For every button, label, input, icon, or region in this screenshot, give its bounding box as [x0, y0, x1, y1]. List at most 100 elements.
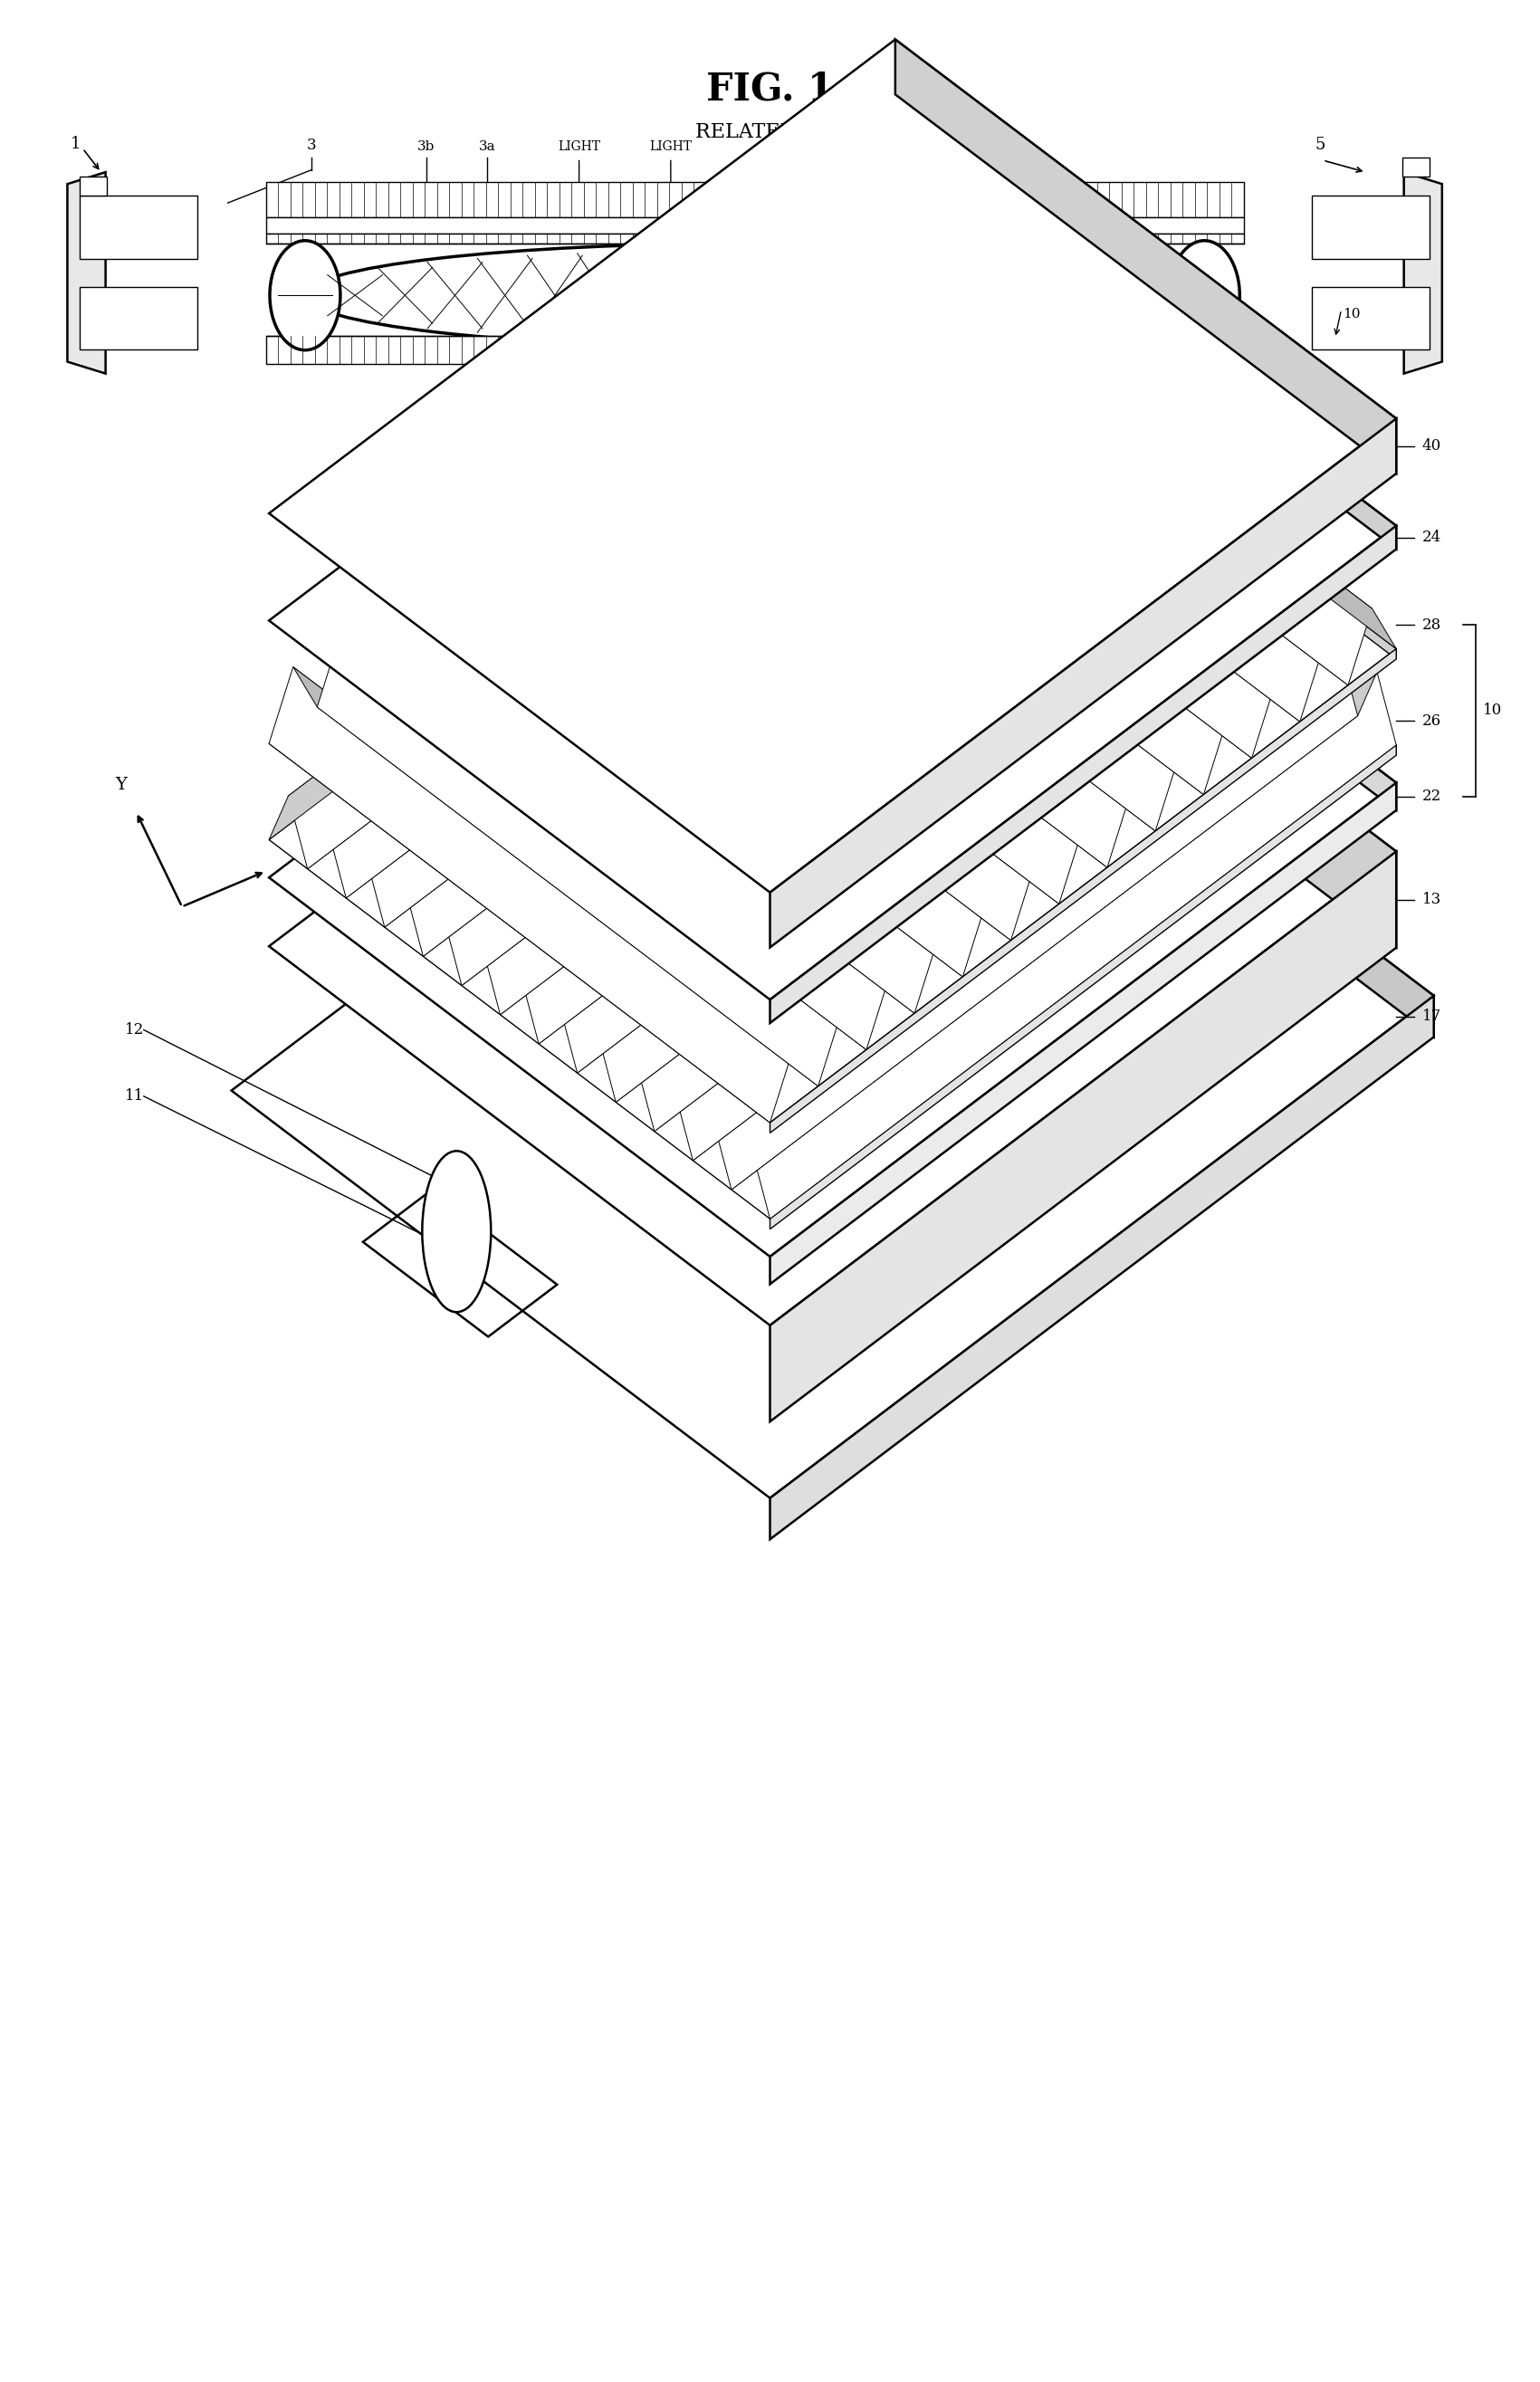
Polygon shape: [288, 322, 933, 869]
Polygon shape: [895, 367, 1397, 755]
Polygon shape: [462, 467, 1107, 986]
Polygon shape: [231, 588, 1434, 1498]
Text: 28: 28: [1423, 617, 1441, 631]
Polygon shape: [770, 746, 1397, 1229]
Polygon shape: [895, 403, 1397, 810]
Polygon shape: [895, 40, 1397, 474]
Polygon shape: [654, 376, 1180, 831]
Text: 3b: 3b: [417, 141, 436, 152]
Text: 11: 11: [125, 1089, 143, 1103]
Polygon shape: [269, 269, 1397, 1122]
Text: 10: 10: [1343, 307, 1360, 322]
Polygon shape: [895, 588, 1434, 1036]
Polygon shape: [269, 148, 1397, 1000]
Polygon shape: [750, 672, 1397, 1220]
Polygon shape: [634, 584, 1281, 1131]
Polygon shape: [442, 438, 1087, 986]
Polygon shape: [269, 472, 1397, 1324]
Polygon shape: [607, 412, 1132, 867]
Polygon shape: [269, 403, 1397, 1258]
Polygon shape: [711, 643, 1358, 1189]
Polygon shape: [557, 526, 1204, 1072]
Polygon shape: [317, 631, 842, 1086]
Bar: [266, 181, 1243, 217]
Polygon shape: [822, 267, 1348, 686]
Text: 11: 11: [821, 395, 841, 410]
Text: 12: 12: [125, 1022, 143, 1039]
Polygon shape: [616, 584, 1261, 1103]
Polygon shape: [437, 557, 962, 977]
Polygon shape: [770, 850, 1397, 1422]
Polygon shape: [673, 615, 1320, 1160]
Polygon shape: [403, 410, 1049, 958]
Polygon shape: [654, 615, 1300, 1131]
Bar: [1312, 288, 1429, 350]
Text: 1: 1: [1075, 569, 1086, 584]
Text: 20: 20: [776, 141, 795, 152]
Bar: [266, 233, 1243, 243]
Polygon shape: [731, 672, 1377, 1189]
Polygon shape: [485, 522, 1010, 941]
Polygon shape: [390, 593, 915, 1012]
Text: Y: Y: [115, 777, 126, 793]
Text: 17: 17: [554, 395, 573, 410]
Polygon shape: [539, 526, 1184, 1043]
Polygon shape: [308, 350, 953, 869]
Polygon shape: [68, 172, 106, 374]
Polygon shape: [462, 522, 987, 977]
Polygon shape: [750, 303, 1275, 757]
Text: 22: 22: [1423, 788, 1441, 805]
Polygon shape: [424, 438, 1069, 958]
Polygon shape: [775, 303, 1300, 722]
Polygon shape: [770, 784, 1397, 1284]
Bar: [80, 176, 108, 195]
Text: 24: 24: [1423, 529, 1441, 545]
Text: FIG. 2: FIG. 2: [707, 462, 833, 500]
Polygon shape: [269, 322, 915, 841]
Polygon shape: [346, 381, 992, 898]
Ellipse shape: [422, 1151, 491, 1312]
Ellipse shape: [305, 243, 1204, 348]
Polygon shape: [770, 526, 1397, 1022]
Polygon shape: [895, 148, 1397, 550]
Text: 3a: 3a: [479, 141, 496, 152]
Polygon shape: [727, 338, 1252, 757]
Polygon shape: [847, 229, 1372, 686]
Text: LIGHT: LIGHT: [650, 141, 691, 152]
Polygon shape: [702, 338, 1227, 796]
Polygon shape: [342, 631, 867, 1050]
Polygon shape: [895, 472, 1397, 948]
Polygon shape: [519, 498, 1166, 1043]
Bar: [1403, 157, 1429, 176]
Polygon shape: [872, 229, 1397, 648]
Text: 1: 1: [71, 136, 82, 152]
Polygon shape: [365, 381, 1010, 927]
Polygon shape: [326, 350, 972, 898]
Text: 10: 10: [1483, 703, 1503, 719]
Polygon shape: [269, 667, 795, 1122]
Polygon shape: [534, 484, 1060, 903]
Text: 13: 13: [1423, 891, 1441, 908]
Polygon shape: [799, 267, 1324, 722]
Text: RELATED ART: RELATED ART: [695, 512, 845, 534]
Polygon shape: [770, 996, 1434, 1539]
Bar: [266, 217, 1243, 233]
Polygon shape: [269, 367, 1397, 1220]
Circle shape: [269, 241, 340, 350]
Circle shape: [1169, 241, 1240, 350]
Polygon shape: [596, 555, 1243, 1103]
Bar: [266, 336, 1243, 364]
Bar: [80, 288, 197, 350]
Text: 17: 17: [1423, 1008, 1441, 1024]
Text: 13: 13: [630, 395, 650, 410]
Text: 3: 3: [306, 138, 317, 152]
Polygon shape: [365, 593, 890, 1050]
Polygon shape: [630, 412, 1155, 831]
Bar: [1312, 195, 1429, 260]
Polygon shape: [269, 40, 1397, 893]
Polygon shape: [385, 410, 1030, 927]
Text: 40: 40: [1423, 438, 1441, 453]
Text: X: X: [277, 869, 290, 886]
Polygon shape: [770, 419, 1397, 948]
Polygon shape: [293, 667, 818, 1086]
